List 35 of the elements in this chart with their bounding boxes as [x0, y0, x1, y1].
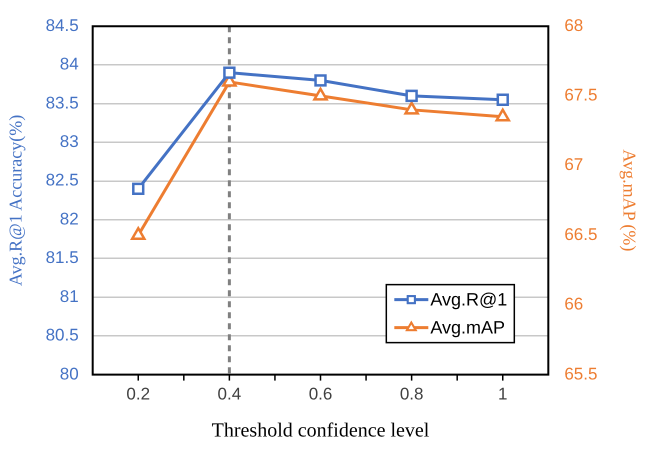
y-tick-label: 83	[60, 132, 79, 152]
y-tick-label: 82	[60, 209, 79, 228]
point	[495, 108, 510, 122]
y-tick-label: 80	[60, 364, 79, 384]
y-tick-label: 82.5	[46, 170, 79, 190]
point	[313, 88, 328, 101]
y2-tick-label: 66	[564, 294, 584, 314]
x-tick-label: 0.8	[400, 384, 424, 404]
y-tick-label: 84.5	[46, 16, 79, 35]
y-tick-label: 83.5	[46, 93, 79, 112]
point	[404, 102, 419, 115]
point	[130, 226, 146, 240]
y2-tick-label: 68	[564, 16, 584, 35]
x-tick-label: 0.6	[308, 384, 332, 404]
legend-label: Avg.R@1	[430, 290, 508, 310]
x-axis-title: Threshold confidence level	[212, 419, 430, 442]
y-tick-label: 84	[60, 54, 79, 74]
y2-tick-label: 67	[564, 155, 584, 174]
y2-tick-label: 66.5	[564, 224, 598, 244]
x-tick-label: 0.4	[218, 384, 242, 404]
y-axis-title: Avg.R@1 Accuracy(%)	[6, 114, 26, 286]
point	[405, 90, 418, 102]
x-tick-label: 0.2	[126, 384, 150, 404]
point	[132, 182, 144, 195]
point	[314, 74, 327, 87]
y2-axis-title: Avg.mAP (%)	[619, 149, 640, 252]
y2-tick-label: 65.5	[564, 364, 598, 384]
y-tick-label: 81.5	[46, 248, 79, 268]
legend-label: Avg.mAP	[430, 318, 506, 338]
point	[496, 94, 509, 106]
point	[223, 66, 236, 79]
y2-tick-label: 67.5	[564, 86, 598, 105]
y-tick-label: 80.5	[46, 326, 79, 345]
x-tick-label: 1	[498, 384, 508, 404]
y-tick-label: 81	[60, 286, 79, 306]
